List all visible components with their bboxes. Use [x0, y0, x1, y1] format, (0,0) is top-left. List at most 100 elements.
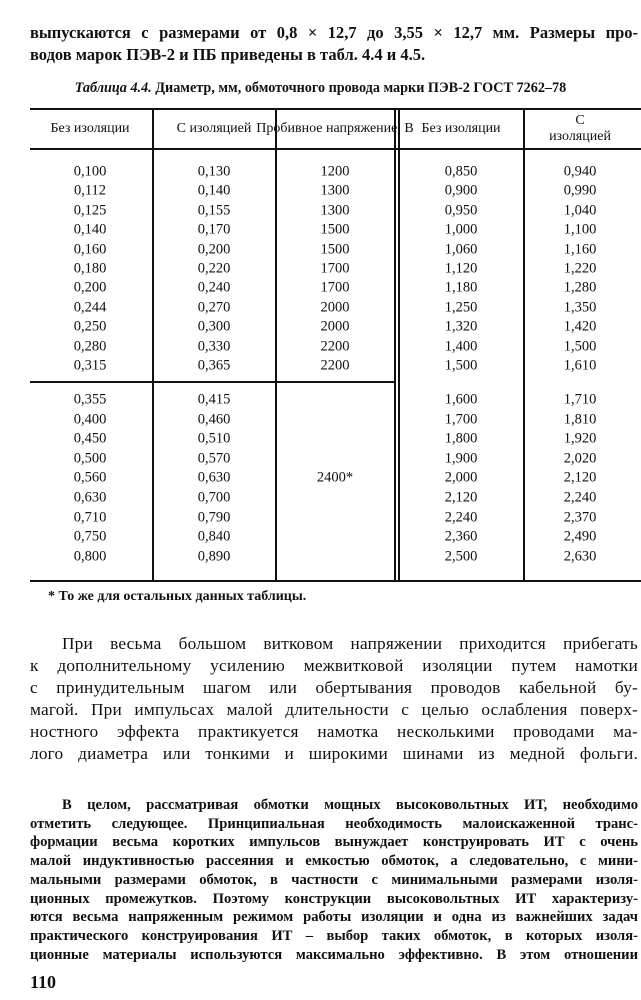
- table-cell: 0,630: [73, 489, 107, 506]
- table-bottom-rule: [30, 580, 641, 582]
- table-cell: 1,180: [444, 279, 478, 296]
- text-line: ционных промежутков. Поэтому конструкции…: [30, 890, 638, 907]
- table-cell: 0,330: [197, 338, 231, 355]
- table-cell: 1,800: [444, 430, 478, 447]
- table-cell: 0,355: [73, 391, 107, 408]
- table-cell: 2000: [320, 318, 350, 335]
- table-cell: 1200: [320, 163, 350, 180]
- table-cell: 2,240: [444, 509, 478, 526]
- table-cell: 0,790: [197, 509, 231, 526]
- group-separator-rule: [30, 381, 395, 383]
- table-cell: 1,220: [563, 260, 597, 277]
- column-rule: [152, 108, 154, 580]
- table-cell: 0,112: [73, 182, 107, 199]
- text-line: к дополнительному усилению межвитковой и…: [30, 656, 638, 675]
- table-cell: 1700: [320, 260, 350, 277]
- table-cell: 2,490: [563, 528, 597, 545]
- table-cell: 0,200: [197, 241, 231, 258]
- table-cell: 1500: [320, 241, 350, 258]
- text-line: ностного эффекта практикуется намотка не…: [30, 722, 638, 741]
- table-cell: 0,280: [73, 338, 107, 355]
- column-header: С изоляцией: [549, 113, 611, 144]
- table-cell: 0,710: [73, 509, 107, 526]
- text-line: практического конструирования ИТ – выбор…: [30, 927, 638, 944]
- table-cell: 2,500: [444, 548, 478, 565]
- table-cell: 0,170: [197, 221, 231, 238]
- column-rule: [523, 108, 525, 580]
- column-header: С изоляцией: [176, 121, 252, 136]
- table-cell: 0,315: [73, 357, 107, 374]
- table-cell: 1,810: [563, 411, 597, 428]
- table-cell: 1,500: [444, 357, 478, 374]
- table-cell: 1,160: [563, 241, 597, 258]
- text-line: В целом, рассматривая обмотки мощных выс…: [62, 797, 638, 813]
- table-cell: 1,920: [563, 430, 597, 447]
- table-cell: 0,900: [444, 182, 478, 199]
- table-cell: 1,900: [444, 450, 478, 467]
- table-cell: 0,270: [197, 299, 231, 316]
- table-cell: 2,020: [563, 450, 597, 467]
- table-cell: 1,420: [563, 318, 597, 335]
- column-rule: [398, 108, 400, 580]
- table-cell: 1,710: [563, 391, 597, 408]
- table-cell: 0,415: [197, 391, 231, 408]
- table-cell: 1700: [320, 279, 350, 296]
- table-cell: 0,365: [197, 357, 231, 374]
- table-cell: 2200: [320, 357, 350, 374]
- table-cell: 0,240: [197, 279, 231, 296]
- text-line: магой. При импульсах малой длительности …: [30, 700, 638, 719]
- table-cell: 0,460: [197, 411, 231, 428]
- table-cell: 0,250: [73, 318, 107, 335]
- text-line: При весьма большом витковом напряжении п…: [62, 634, 638, 653]
- table-cell: 0,244: [73, 299, 107, 316]
- column-rule: [394, 108, 396, 580]
- table-cell: 1,000: [444, 221, 478, 238]
- table-cell: 2,120: [563, 469, 597, 486]
- table-cell: 0,560: [73, 469, 107, 486]
- table-cell-voltage: 2400*: [316, 469, 354, 486]
- table-cell: 0,140: [197, 182, 231, 199]
- table-cell: 1,120: [444, 260, 478, 277]
- text-line: ются весьма напряженным режимом работы и…: [30, 909, 638, 926]
- table-cell: 2,360: [444, 528, 478, 545]
- column-rule: [275, 108, 277, 580]
- table-cell: 2,240: [563, 489, 597, 506]
- table-cell: 0,220: [197, 260, 231, 277]
- table-cell: 2000: [320, 299, 350, 316]
- table-cell: 0,890: [197, 548, 231, 565]
- table-cell: 0,130: [197, 163, 231, 180]
- table-cell: 0,630: [197, 469, 231, 486]
- table-cell: 1,610: [563, 357, 597, 374]
- table-cell: 0,155: [197, 202, 231, 219]
- table-cell: 0,180: [73, 260, 107, 277]
- text-line: водов марок ПЭВ-2 и ПБ приведены в табл.…: [30, 45, 426, 64]
- table-cell: 1,700: [444, 411, 478, 428]
- column-header: Без изоляции: [421, 121, 501, 136]
- column-header: Пробивное напряжение, В: [256, 121, 414, 136]
- text-line: выпускаются с размерами от 0,8 × 12,7 до…: [30, 23, 638, 42]
- table-cell: 2,120: [444, 489, 478, 506]
- table-cell: 0,450: [73, 430, 107, 447]
- table-cell: 2,630: [563, 548, 597, 565]
- table-cell: 1,060: [444, 241, 478, 258]
- table-cell: 1,500: [563, 338, 597, 355]
- table-cell: 0,850: [444, 163, 478, 180]
- table-top-rule: [30, 108, 641, 110]
- table-cell: 1300: [320, 182, 350, 199]
- text-line: лого диаметра или тонкими и широкими шин…: [30, 744, 638, 763]
- table-footnote: * То же для остальных данных таблицы.: [48, 589, 307, 604]
- table-cell: 1,400: [444, 338, 478, 355]
- table-cell: 1,040: [563, 202, 597, 219]
- table-cell: 0,990: [563, 182, 597, 199]
- text-line: с принудительным шагом или обертывания п…: [30, 678, 638, 697]
- table-cell: 1,100: [563, 221, 597, 238]
- table-cell: 0,125: [73, 202, 107, 219]
- table-cell: 1,600: [444, 391, 478, 408]
- text-line: отметить следующее. Принципиальная необх…: [30, 815, 638, 832]
- table-cell: 0,750: [73, 528, 107, 545]
- text-line: ционные материалы используются максималь…: [30, 946, 638, 963]
- table-cell: 1,350: [563, 299, 597, 316]
- table-cell: 0,140: [73, 221, 107, 238]
- table-cell: 0,160: [73, 241, 107, 258]
